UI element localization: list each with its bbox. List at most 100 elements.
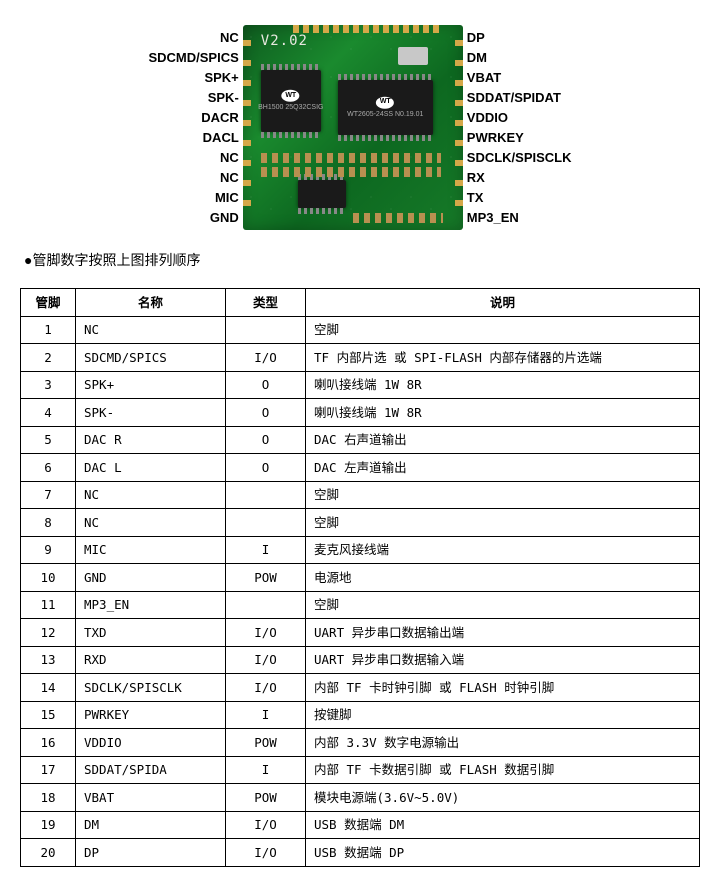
cell-name: SPK- <box>76 399 226 427</box>
pin-label: TX <box>467 188 572 208</box>
table-header-row: 管脚 名称 类型 说明 <box>21 289 700 317</box>
cell-type: I <box>226 756 306 784</box>
cell-type <box>226 509 306 537</box>
cell-desc: 内部 3.3V 数字电源输出 <box>306 729 700 757</box>
table-row: 12TXDI/OUART 异步串口数据输出端 <box>21 619 700 647</box>
cell-name: SDCLK/SPISCLK <box>76 674 226 702</box>
sequence-note: ●管脚数字按照上图排列顺序 <box>24 250 700 270</box>
pcb-version: V2.02 <box>261 33 308 49</box>
pin-label: VDDIO <box>467 108 572 128</box>
cell-type: O <box>226 426 306 454</box>
cell-pin: 6 <box>21 454 76 482</box>
cell-name: NC <box>76 509 226 537</box>
cell-pin: 20 <box>21 839 76 867</box>
table-row: 11MP3_EN空脚 <box>21 591 700 619</box>
cell-type: I/O <box>226 646 306 674</box>
cell-pin: 7 <box>21 481 76 509</box>
table-row: 9MICI麦克风接线端 <box>21 536 700 564</box>
pin-label: DP <box>467 28 572 48</box>
cell-type: I/O <box>226 839 306 867</box>
table-row: 15PWRKEYI按键脚 <box>21 701 700 729</box>
cell-name: DP <box>76 839 226 867</box>
table-row: 3SPK+O喇叭接线端 1W 8R <box>21 371 700 399</box>
cell-name: GND <box>76 564 226 592</box>
pin-label: DM <box>467 48 572 68</box>
cell-type: I/O <box>226 619 306 647</box>
cell-desc: UART 异步串口数据输入端 <box>306 646 700 674</box>
cell-pin: 15 <box>21 701 76 729</box>
cell-type: I <box>226 701 306 729</box>
table-row: 6DAC LODAC 左声道输出 <box>21 454 700 482</box>
table-row: 8NC空脚 <box>21 509 700 537</box>
cell-type: POW <box>226 564 306 592</box>
pin-label: MIC <box>148 188 238 208</box>
header-name: 名称 <box>76 289 226 317</box>
cell-name: DAC R <box>76 426 226 454</box>
pin-label: GND <box>148 208 238 228</box>
pin-label: NC <box>148 148 238 168</box>
pin-label: NC <box>148 168 238 188</box>
header-type: 类型 <box>226 289 306 317</box>
cell-desc: 内部 TF 卡时钟引脚 或 FLASH 时钟引脚 <box>306 674 700 702</box>
pin-label: PWRKEY <box>467 128 572 148</box>
pin-label: SPK+ <box>148 68 238 88</box>
table-row: 4SPK-O喇叭接线端 1W 8R <box>21 399 700 427</box>
cell-desc: 空脚 <box>306 509 700 537</box>
cell-desc: USB 数据端 DP <box>306 839 700 867</box>
cell-pin: 19 <box>21 811 76 839</box>
cell-type: I <box>226 536 306 564</box>
cell-name: TXD <box>76 619 226 647</box>
cell-desc: 喇叭接线端 1W 8R <box>306 371 700 399</box>
cell-desc: 喇叭接线端 1W 8R <box>306 399 700 427</box>
cell-name: MIC <box>76 536 226 564</box>
cell-desc: 空脚 <box>306 316 700 344</box>
cell-type: O <box>226 399 306 427</box>
table-row: 7NC空脚 <box>21 481 700 509</box>
cell-pin: 12 <box>21 619 76 647</box>
cell-type: O <box>226 371 306 399</box>
cell-pin: 3 <box>21 371 76 399</box>
right-pin-labels: DPDMVBATSDDAT/SPIDATVDDIOPWRKEYSDCLK/SPI… <box>467 28 572 228</box>
cell-desc: 按键脚 <box>306 701 700 729</box>
cell-pin: 16 <box>21 729 76 757</box>
table-row: 20DPI/OUSB 数据端 DP <box>21 839 700 867</box>
header-desc: 说明 <box>306 289 700 317</box>
table-row: 2SDCMD/SPICSI/OTF 内部片选 或 SPI-FLASH 内部存储器… <box>21 344 700 372</box>
cell-name: VDDIO <box>76 729 226 757</box>
table-row: 5DAC RODAC 右声道输出 <box>21 426 700 454</box>
cell-pin: 14 <box>21 674 76 702</box>
cell-desc: TF 内部片选 或 SPI-FLASH 内部存储器的片选端 <box>306 344 700 372</box>
cell-type: POW <box>226 784 306 812</box>
pin-label: DACL <box>148 128 238 148</box>
cell-desc: 内部 TF 卡数据引脚 或 FLASH 数据引脚 <box>306 756 700 784</box>
table-row: 14SDCLK/SPISCLKI/O内部 TF 卡时钟引脚 或 FLASH 时钟… <box>21 674 700 702</box>
cell-name: PWRKEY <box>76 701 226 729</box>
cell-desc: 电源地 <box>306 564 700 592</box>
pin-table: 管脚 名称 类型 说明 1NC空脚2SDCMD/SPICSI/OTF 内部片选 … <box>20 288 700 867</box>
pin-label: NC <box>148 28 238 48</box>
table-row: 19DMI/OUSB 数据端 DM <box>21 811 700 839</box>
table-row: 13RXDI/OUART 异步串口数据输入端 <box>21 646 700 674</box>
cell-pin: 17 <box>21 756 76 784</box>
table-row: 10GNDPOW电源地 <box>21 564 700 592</box>
cell-type <box>226 316 306 344</box>
cell-name: SDDAT/SPIDA <box>76 756 226 784</box>
cell-name: RXD <box>76 646 226 674</box>
cell-name: NC <box>76 481 226 509</box>
table-row: 18VBATPOW模块电源端(3.6V~5.0V) <box>21 784 700 812</box>
pin-label: SDCMD/SPICS <box>148 48 238 68</box>
cell-desc: DAC 右声道输出 <box>306 426 700 454</box>
cell-name: SPK+ <box>76 371 226 399</box>
cell-name: DAC L <box>76 454 226 482</box>
cell-type: I/O <box>226 811 306 839</box>
cell-pin: 1 <box>21 316 76 344</box>
cell-name: MP3_EN <box>76 591 226 619</box>
cell-name: VBAT <box>76 784 226 812</box>
pin-label: DACR <box>148 108 238 128</box>
cell-desc: UART 异步串口数据输出端 <box>306 619 700 647</box>
pin-label: SDCLK/SPISCLK <box>467 148 572 168</box>
pin-label: VBAT <box>467 68 572 88</box>
cell-type: I/O <box>226 344 306 372</box>
cell-pin: 13 <box>21 646 76 674</box>
chip-flash: WTBH1500 25Q32CSIG <box>261 70 321 132</box>
